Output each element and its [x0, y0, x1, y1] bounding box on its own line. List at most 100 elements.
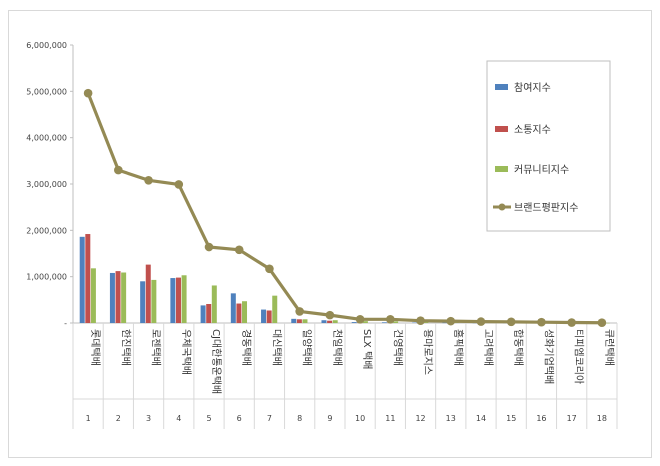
- y-tick-label: 3,000,000: [26, 180, 67, 189]
- bar-소통지수: [115, 271, 121, 323]
- bar-참여지수: [200, 305, 206, 323]
- bar-커뮤니티지수: [302, 319, 308, 323]
- legend-swatch: [495, 166, 508, 172]
- line-point: [416, 316, 425, 325]
- legend-swatch: [495, 126, 508, 132]
- line-point: [386, 314, 395, 324]
- line-point: [355, 314, 365, 324]
- legend-label: 커뮤니티지수: [514, 164, 569, 176]
- x-index-label: 12: [415, 414, 425, 423]
- bar-참여지수: [170, 278, 176, 323]
- line-point: [295, 307, 304, 316]
- brand-index-line: [83, 88, 607, 328]
- bar-소통지수: [296, 319, 302, 323]
- line-point: [537, 317, 546, 327]
- y-tick-label: 5,000,000: [26, 87, 67, 96]
- x-category-label: 성화기업택배: [542, 329, 555, 384]
- line-브랜드평판지수: [86, 92, 602, 325]
- bar-커뮤니티지수: [121, 272, 127, 323]
- x-index-label: 14: [476, 414, 486, 423]
- x-index-label: 6: [237, 414, 242, 423]
- x-index-label: 15: [506, 414, 516, 423]
- bar-소통지수: [175, 277, 181, 323]
- bar-커뮤니티지수: [332, 320, 338, 323]
- bar-참여지수: [230, 293, 236, 323]
- bar-커뮤니티지수: [362, 321, 368, 323]
- line-point: [446, 316, 456, 326]
- chart-frame: 롯데택배 1 한진택배 2 로젠택배 3 우체국택배 4 CJ대한통운택배 5 경동택배 6 대신택배 7…: [8, 10, 652, 458]
- bar-커뮤니티지수: [272, 295, 278, 323]
- x-index-label: 17: [567, 414, 577, 423]
- x-category-label: 천일택배: [331, 329, 343, 366]
- x-index-label: 16: [536, 414, 546, 423]
- bar-소통지수: [327, 320, 333, 323]
- bar-참여지수: [261, 309, 267, 323]
- bar-소통지수: [85, 234, 91, 323]
- x-category-label: CJ대한통운택배: [210, 329, 222, 394]
- x-index-label: 13: [446, 414, 456, 423]
- legend-label: 참여지수: [514, 82, 551, 94]
- bar-참여지수: [381, 322, 387, 323]
- bar-커뮤니티지수: [151, 279, 157, 323]
- y-tick-label: -: [64, 319, 67, 328]
- x-category-label: 고려택배: [482, 329, 494, 366]
- x-axis: 롯데택배 1 한진택배 2 로젠택배 3 우체국택배 4 CJ대한통운택배 5 경동택배 6 대신택배 7…: [72, 323, 618, 429]
- x-index-label: 18: [597, 414, 607, 423]
- x-category-label: 경동택배: [240, 329, 253, 366]
- y-axis: - 1,000,000 2,000,000 3,000,000 4,000,000 5,0…: [26, 41, 73, 328]
- bar-소통지수: [266, 310, 272, 323]
- line-point: [597, 318, 607, 328]
- bar-참여지수: [351, 322, 357, 323]
- x-index-label: 11: [385, 414, 395, 423]
- legend-swatch-marker: [498, 203, 506, 211]
- x-category-label: 큐런택배: [603, 329, 615, 366]
- x-index-label: 1: [86, 414, 91, 423]
- bar-참여지수: [291, 318, 297, 323]
- y-tick-label: 1,000,000: [26, 273, 67, 282]
- x-category-label: SLX 택배: [361, 329, 373, 369]
- x-index-label: 4: [176, 414, 181, 423]
- bar-참여지수: [321, 320, 327, 323]
- line-point: [174, 180, 184, 189]
- chart-svg: 롯데택배 1 한진택배 2 로젠택배 3 우체국택배 4 CJ대한통운택배 5 경동택배 6 대신택배 7…: [26, 41, 618, 429]
- x-category-label: 대신택배: [270, 329, 282, 366]
- bar-참여지수: [79, 236, 85, 323]
- x-index-label: 10: [355, 414, 365, 423]
- bars: [79, 234, 610, 324]
- line-point: [144, 175, 153, 185]
- x-index-label: 7: [267, 414, 272, 423]
- y-tick-label: 6,000,000: [26, 41, 67, 50]
- x-index-label: 5: [206, 414, 211, 423]
- line-point: [567, 318, 576, 327]
- x-index-label: 3: [146, 414, 151, 423]
- bar-참여지수: [140, 281, 146, 323]
- x-category-label: 건영택배: [391, 329, 403, 366]
- y-tick-label: 4,000,000: [26, 134, 67, 143]
- bar-커뮤니티지수: [181, 275, 187, 323]
- x-category-label: 롯데택배: [89, 329, 101, 366]
- line-point: [234, 245, 244, 255]
- x-category-label: 티피엠코리아: [573, 329, 585, 384]
- x-category-label: 합동택배: [512, 329, 524, 366]
- bar-참여지수: [442, 322, 448, 324]
- line-point: [476, 317, 486, 326]
- x-index-label: 9: [327, 414, 332, 423]
- line-point: [265, 264, 274, 274]
- x-category-label: 일양택배: [301, 329, 313, 366]
- bar-커뮤니티지수: [90, 268, 96, 323]
- x-category-label: 우체국택배: [180, 329, 192, 375]
- x-category-label: 로젠택배: [150, 329, 162, 366]
- bar-커뮤니티지수: [393, 321, 399, 323]
- bar-참여지수: [109, 272, 115, 323]
- bar-커뮤니티지수: [604, 322, 610, 324]
- y-tick-label: 2,000,000: [26, 226, 67, 235]
- line-point: [114, 165, 123, 175]
- line-point: [325, 310, 335, 320]
- legend-swatch: [495, 84, 508, 90]
- bar-소통지수: [236, 303, 242, 323]
- bar-소통지수: [206, 304, 212, 323]
- bar-참여지수: [412, 322, 418, 324]
- line-point: [83, 88, 93, 98]
- bar-소통지수: [145, 264, 151, 323]
